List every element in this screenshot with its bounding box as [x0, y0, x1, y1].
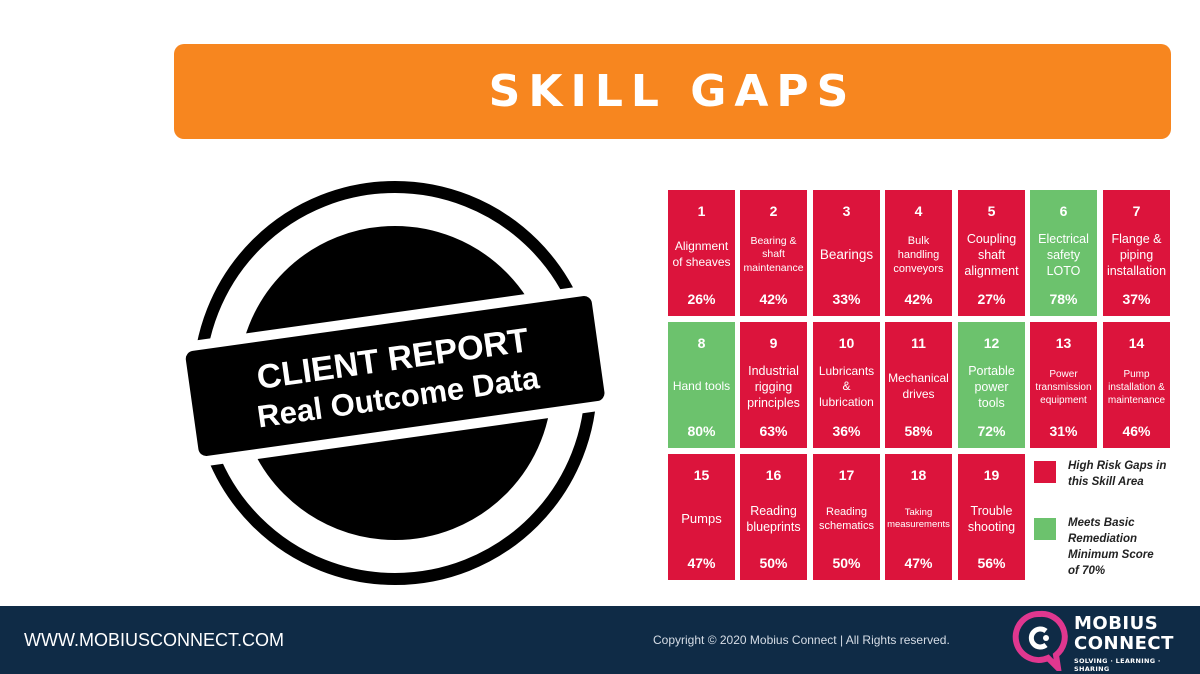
skill-number: 15: [693, 467, 710, 483]
skill-label: Taking measurements: [887, 506, 950, 530]
skill-label: Portable power tools: [968, 363, 1015, 411]
skill-tile-16: 16 Reading blueprints 50%: [740, 454, 807, 580]
skill-gap-grid: 1 Alignment of sheaves 26% 2 Bearing & shaft…: [668, 190, 1170, 582]
skill-number: 12: [983, 335, 1000, 351]
skill-number: 10: [838, 335, 855, 351]
skill-tile-2: 2 Bearing & shaft maintenance 42%: [740, 190, 807, 316]
skill-label: Lubricants & lubrication: [818, 363, 875, 409]
skill-score: 80%: [687, 423, 716, 439]
skill-score: 31%: [1049, 423, 1078, 439]
title-banner: SKILL GAPS: [174, 44, 1171, 139]
skill-tile-3: 3 Bearings 33%: [813, 190, 880, 316]
logo-tagline: SOLVING · LEARNING · SHARING: [1074, 657, 1161, 673]
skill-number: 6: [1059, 203, 1068, 219]
skill-tile-8: 8 Hand tools 80%: [668, 322, 735, 448]
skill-label: Bulk handling conveyors: [893, 234, 944, 276]
skill-label: Coupling shaft alignment: [964, 231, 1019, 279]
skill-score: 50%: [759, 555, 788, 571]
skill-score: 78%: [1049, 291, 1078, 307]
skill-tile-7: 7 Flange & piping installation 37%: [1103, 190, 1170, 316]
skill-score: 72%: [977, 423, 1006, 439]
skill-score: 47%: [687, 555, 716, 571]
skill-tile-15: 15 Pumps 47%: [668, 454, 735, 580]
skill-number: 19: [983, 467, 1000, 483]
skill-tile-14: 14 Pump installation & maintenance 46%: [1103, 322, 1170, 448]
skill-score: 26%: [687, 291, 716, 307]
skill-number: 18: [910, 467, 927, 483]
legend: High Risk Gaps in this Skill Area Meets …: [1034, 458, 1174, 583]
skill-number: 8: [697, 335, 706, 351]
skill-label: Alignment of sheaves: [672, 239, 731, 269]
skill-number: 13: [1055, 335, 1072, 351]
page-title: SKILL GAPS: [488, 66, 857, 117]
skill-label: Bearing & shaft maintenance: [743, 234, 804, 274]
skill-label: Mechanical drives: [888, 371, 949, 401]
logo-line-1: MOBIUS: [1074, 613, 1159, 634]
client-report-stamp: CLIENT REPORT Real Outcome Data: [175, 181, 616, 585]
website-link[interactable]: WWW.MOBIUSCONNECT.COM: [24, 630, 284, 650]
skill-score: 42%: [759, 291, 788, 307]
mobius-logo-icon: [1012, 610, 1068, 671]
skill-tile-6: 6 Electrical safety LOTO 78%: [1030, 190, 1097, 316]
skill-tile-17: 17 Reading schematics 50%: [813, 454, 880, 580]
skill-score: 58%: [904, 423, 933, 439]
skill-label: Industrial rigging principles: [747, 363, 800, 411]
skill-label: Reading schematics: [818, 505, 875, 532]
skill-number: 1: [697, 203, 706, 219]
footer: WWW.MOBIUSCONNECT.COM Copyright © 2020 M…: [0, 606, 1200, 674]
skill-label: Flange & piping installation: [1106, 231, 1167, 279]
skill-score: 33%: [832, 291, 861, 307]
skill-label: Hand tools: [672, 379, 731, 394]
skill-score: 42%: [904, 291, 933, 307]
skill-number: 14: [1128, 335, 1145, 351]
skill-number: 9: [769, 335, 778, 351]
skill-number: 2: [769, 203, 778, 219]
legend-meets-label: Meets Basic Remediation Minimum Score of…: [1068, 517, 1154, 578]
mobius-connect-logo: MOBIUS CONNECT SOLVING · LEARNING · SHAR…: [1012, 609, 1197, 673]
skill-number: 17: [838, 467, 855, 483]
skill-tile-11: 11 Mechanical drives 58%: [885, 322, 952, 448]
skill-score: 46%: [1122, 423, 1151, 439]
skill-number: 4: [914, 203, 923, 219]
skill-score: 37%: [1122, 291, 1151, 307]
skill-score: 50%: [832, 555, 861, 571]
skill-tile-12: 12 Portable power tools 72%: [958, 322, 1025, 448]
legend-risk-swatch: [1034, 461, 1056, 483]
skill-number: 16: [765, 467, 782, 483]
skill-label: Reading blueprints: [746, 503, 801, 534]
skill-tile-13: 13 Power transmission equipment 31%: [1030, 322, 1097, 448]
skill-label: Power transmission equipment: [1035, 368, 1092, 406]
skill-number: 7: [1132, 203, 1141, 219]
skill-label: Pumps: [681, 510, 722, 526]
skill-tile-1: 1 Alignment of sheaves 26%: [668, 190, 735, 316]
skill-tile-10: 10 Lubricants & lubrication 36%: [813, 322, 880, 448]
skill-label: Pump installation & maintenance: [1107, 368, 1166, 406]
skill-number: 3: [842, 203, 851, 219]
skill-score: 36%: [832, 423, 861, 439]
skill-score: 56%: [977, 555, 1006, 571]
skill-tile-19: 19 Trouble shooting 56%: [958, 454, 1025, 580]
skill-number: 11: [911, 335, 926, 351]
skill-tile-5: 5 Coupling shaft alignment 27%: [958, 190, 1025, 316]
legend-risk-label: High Risk Gaps in this Skill Area: [1068, 460, 1167, 489]
stamp-band: [185, 296, 605, 456]
skill-score: 47%: [904, 555, 933, 571]
skill-label: Electrical safety LOTO: [1038, 231, 1089, 279]
skill-tile-18: 18 Taking measurements 47%: [885, 454, 952, 580]
logo-line-2: CONNECT: [1074, 633, 1174, 654]
skill-score: 27%: [977, 291, 1006, 307]
skill-label: Bearings: [819, 247, 874, 263]
skill-tile-4: 4 Bulk handling conveyors 42%: [885, 190, 952, 316]
skill-label: Trouble shooting: [967, 503, 1016, 534]
copyright-text: Copyright © 2020 Mobius Connect | All Ri…: [653, 633, 950, 647]
skill-tile-9: 9 Industrial rigging principles 63%: [740, 322, 807, 448]
skill-number: 5: [987, 203, 996, 219]
skill-score: 63%: [759, 423, 788, 439]
legend-meets-swatch: [1034, 518, 1056, 540]
